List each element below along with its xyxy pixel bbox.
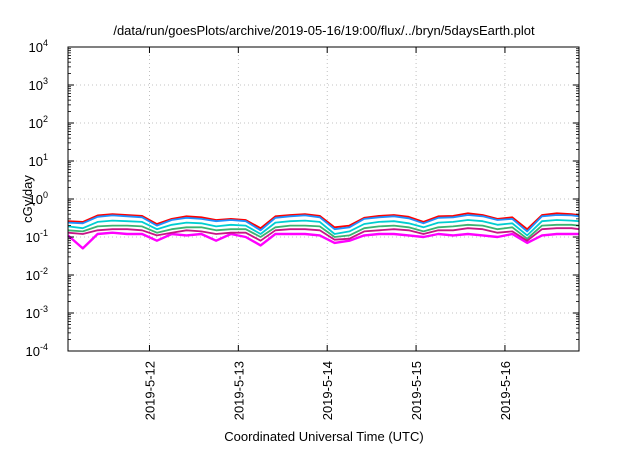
y-tick-label: 10-2 — [26, 266, 48, 283]
chart-title: /data/run/goesPlots/archive/2019-05-16/1… — [113, 23, 535, 38]
x-tick-label: 2019-5-12 — [142, 361, 157, 420]
axis-layer: 10-4 10-3 10-2 10-1 100 101 102 103 104 2019-5-12… — [26, 38, 579, 420]
x-tick-label: 2019-5-13 — [231, 361, 246, 420]
grid-lines — [68, 47, 579, 351]
y-tick-label: 104 — [29, 38, 48, 55]
y-axis-label: cGy/day — [20, 175, 35, 223]
series-line-2 — [67, 212, 580, 231]
x-axis-label: Coordinated Universal Time (UTC) — [224, 429, 423, 444]
x-tick-label: 2019-5-16 — [498, 361, 513, 420]
y-tick-label: 10-4 — [26, 342, 48, 359]
y-tick-label: 100 — [29, 190, 48, 207]
y-tick-label: 102 — [29, 114, 48, 131]
series-line-6 — [67, 227, 580, 242]
y-tick-label: 103 — [29, 76, 48, 93]
x-tick-label: 2019-5-15 — [409, 361, 424, 420]
series-line-1 — [67, 231, 579, 250]
y-tick-label: 101 — [29, 152, 48, 169]
series-layer — [67, 212, 580, 250]
series-line-4 — [67, 219, 580, 237]
y-tick-label: 10-3 — [26, 304, 48, 321]
y-tick-label: 10-1 — [26, 228, 48, 245]
series-line-3 — [67, 214, 580, 233]
x-tick-label: 2019-5-14 — [320, 361, 335, 420]
series-line-5 — [67, 223, 580, 240]
